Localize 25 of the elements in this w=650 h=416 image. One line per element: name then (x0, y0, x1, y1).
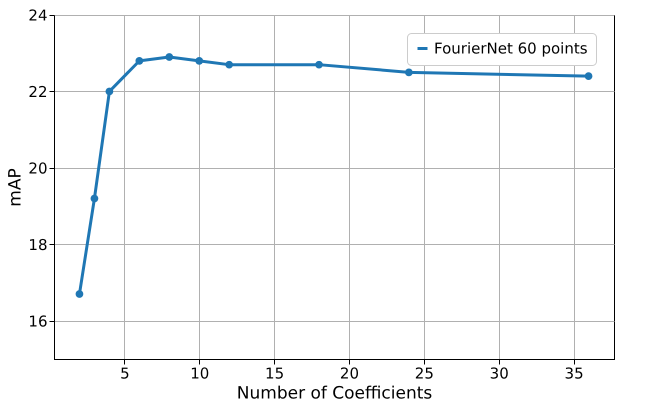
point (76, 290, 84, 298)
point (165, 53, 174, 61)
y-tick-label: 16 (28, 312, 48, 330)
x-axis-title: Number of Coefficients (236, 384, 432, 404)
point (106, 88, 114, 96)
x-tick-label: 10 (190, 364, 210, 382)
legend-label: FourierNet 60 points (434, 40, 588, 58)
point (90, 194, 98, 202)
point (135, 57, 144, 65)
y-tick-label: 20 (28, 159, 48, 178)
y-tick-label: 22 (28, 82, 48, 101)
point (195, 57, 204, 65)
y-axis-title: mAP (5, 168, 26, 207)
x-tick-label: 5 (120, 364, 130, 382)
point (315, 60, 323, 69)
x-tick-label: 35 (564, 364, 584, 382)
y-tick-label: 24 (28, 6, 48, 24)
x-tick-label: 20 (340, 364, 360, 382)
x-tick-label: 15 (265, 364, 284, 382)
y-tick-label: 18 (28, 236, 48, 254)
point (584, 72, 592, 80)
point (404, 68, 413, 76)
point (225, 60, 234, 69)
x-tick-label: 30 (490, 364, 509, 382)
x-tick-label: 25 (414, 364, 434, 382)
